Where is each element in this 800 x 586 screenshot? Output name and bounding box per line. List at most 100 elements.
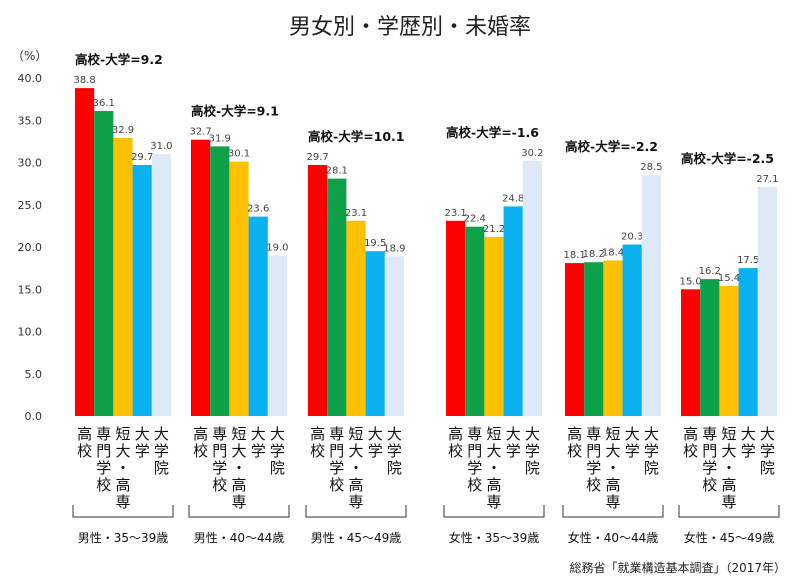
group-label: 男性・40～44歳 [194, 531, 285, 545]
data-label: 21.2 [483, 224, 505, 235]
category-label: 大学院 [760, 425, 775, 477]
data-label: 17.5 [737, 255, 759, 266]
category-label: 大学院 [154, 425, 169, 477]
data-label: 28.5 [640, 162, 662, 173]
group-bracket [678, 505, 780, 518]
bar [267, 255, 287, 416]
bar [719, 285, 739, 416]
category-label: 大学院 [644, 425, 659, 477]
bar [113, 138, 133, 416]
difference-annotation: 高校-大学=9.1 [191, 104, 279, 119]
group-bracket [188, 505, 290, 518]
data-label: 28.1 [326, 166, 348, 177]
y-tick-label: 0.0 [25, 410, 43, 423]
group-bracket [443, 505, 545, 518]
bar [327, 178, 347, 416]
bar [738, 268, 758, 416]
bar [522, 160, 542, 416]
bar [757, 187, 777, 416]
category-label: 専門学校 [329, 425, 344, 494]
y-tick-label: 20.0 [18, 241, 43, 254]
data-label: 30.1 [228, 149, 250, 160]
bar [191, 139, 211, 416]
difference-annotation: 高校-大学=-2.2 [565, 139, 658, 154]
category-label: 大学 [251, 425, 266, 460]
bar [484, 236, 504, 416]
bars: 38.836.132.929.731.0高校-大学=9.232.731.930.… [73, 52, 779, 417]
category-label: 高校 [310, 425, 325, 460]
category-label: 大学院 [525, 425, 540, 477]
group-bracket [72, 505, 174, 518]
category-label: 短大・高専 [348, 425, 363, 511]
y-tick-label: 25.0 [18, 199, 43, 212]
category-label: 大学院 [387, 425, 402, 477]
data-label: 31.0 [150, 141, 172, 152]
data-label: 15.0 [679, 276, 701, 287]
difference-annotation: 高校-大学=9.2 [75, 52, 163, 67]
group-label: 男性・45～49歳 [311, 531, 402, 545]
y-tick-label: 10.0 [18, 326, 43, 339]
difference-annotation: 高校-大学=10.1 [308, 129, 405, 144]
data-label: 18.4 [602, 248, 624, 259]
category-label: 高校 [567, 425, 582, 460]
bar [503, 206, 523, 416]
bar [229, 161, 249, 416]
category-label: 大学院 [270, 425, 285, 477]
data-label: 32.9 [112, 125, 134, 136]
source-note: 総務省「就業構造基本調査」（2017年） [569, 561, 786, 575]
bar [210, 146, 230, 416]
difference-annotation: 高校-大学=-1.6 [446, 125, 539, 140]
group-label: 男性・35～39歳 [78, 531, 169, 545]
data-label: 24.8 [502, 193, 524, 204]
data-label: 31.9 [209, 133, 231, 144]
bar [700, 279, 720, 416]
category-labels: 高校専門学校短大・高専大学大学院男性・35～39歳高校専門学校短大・高専大学大学… [72, 425, 780, 545]
category-label: 専門学校 [467, 425, 482, 494]
data-label: 27.1 [756, 174, 778, 185]
data-label: 15.4 [718, 273, 740, 284]
y-tick-label: 35.0 [18, 114, 43, 127]
data-label: 19.5 [364, 238, 386, 249]
bar [565, 263, 585, 416]
category-label: 高校 [683, 425, 698, 460]
bar [308, 165, 328, 416]
difference-annotation: 高校-大学=-2.5 [681, 151, 774, 166]
data-label: 18.9 [383, 243, 405, 254]
group-label: 女性・35～39歳 [449, 530, 540, 545]
bar [603, 260, 623, 416]
category-label: 短大・高専 [721, 425, 736, 511]
data-label: 22.4 [464, 214, 486, 225]
y-tick-label: 30.0 [18, 157, 43, 170]
category-label: 短大・高専 [605, 425, 620, 511]
bar [151, 154, 171, 416]
data-label: 20.3 [621, 232, 643, 243]
data-label: 32.7 [189, 127, 211, 138]
bar [446, 220, 466, 416]
group-bracket [305, 505, 407, 518]
data-label: 16.2 [699, 266, 721, 277]
data-label: 18.1 [563, 250, 585, 261]
category-label: 大学 [368, 425, 383, 460]
category-label: 大学 [506, 425, 521, 460]
y-tick-label: 5.0 [25, 368, 43, 381]
group-bracket [562, 505, 664, 518]
data-label: 23.1 [444, 208, 466, 219]
bar [641, 175, 661, 416]
group-label: 女性・40～44歳 [568, 530, 659, 545]
bar [622, 244, 642, 416]
bar [248, 216, 268, 416]
data-label: 36.1 [93, 98, 115, 109]
bar [75, 88, 95, 416]
category-label: 専門学校 [212, 425, 227, 494]
data-label: 23.1 [345, 208, 367, 219]
bar [681, 289, 701, 417]
bar [465, 226, 485, 416]
category-label: 高校 [193, 425, 208, 460]
chart-title: 男女別・学歴別・未婚率 [289, 15, 531, 40]
data-label: 23.6 [247, 204, 269, 215]
group-label: 女性・45～49歳 [684, 530, 775, 545]
bar [584, 262, 604, 416]
category-label: 短大・高専 [486, 425, 501, 511]
data-label: 29.7 [306, 152, 328, 163]
category-label: 専門学校 [96, 425, 111, 494]
